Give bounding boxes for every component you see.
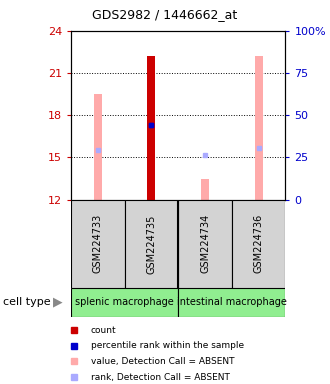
Bar xyxy=(178,200,232,288)
Text: GSM224734: GSM224734 xyxy=(200,214,210,273)
Text: GSM224736: GSM224736 xyxy=(254,214,264,273)
Text: GSM224735: GSM224735 xyxy=(147,214,156,273)
Bar xyxy=(71,200,125,288)
Text: intestinal macrophage: intestinal macrophage xyxy=(177,297,287,308)
Bar xyxy=(71,288,178,317)
Text: count: count xyxy=(91,326,116,335)
Text: GDS2982 / 1446662_at: GDS2982 / 1446662_at xyxy=(92,8,238,21)
Text: cell type: cell type xyxy=(3,297,51,308)
Bar xyxy=(232,200,285,288)
Text: ▶: ▶ xyxy=(53,296,63,309)
Bar xyxy=(148,56,155,200)
Bar xyxy=(255,56,263,200)
Text: splenic macrophage: splenic macrophage xyxy=(75,297,174,308)
Text: value, Detection Call = ABSENT: value, Detection Call = ABSENT xyxy=(91,357,234,366)
Bar xyxy=(201,179,209,200)
Bar xyxy=(125,200,178,288)
Bar xyxy=(94,94,102,200)
Bar xyxy=(178,288,285,317)
Bar xyxy=(148,56,155,200)
Text: rank, Detection Call = ABSENT: rank, Detection Call = ABSENT xyxy=(91,373,230,382)
Text: percentile rank within the sample: percentile rank within the sample xyxy=(91,341,244,350)
Text: GSM224733: GSM224733 xyxy=(93,214,103,273)
